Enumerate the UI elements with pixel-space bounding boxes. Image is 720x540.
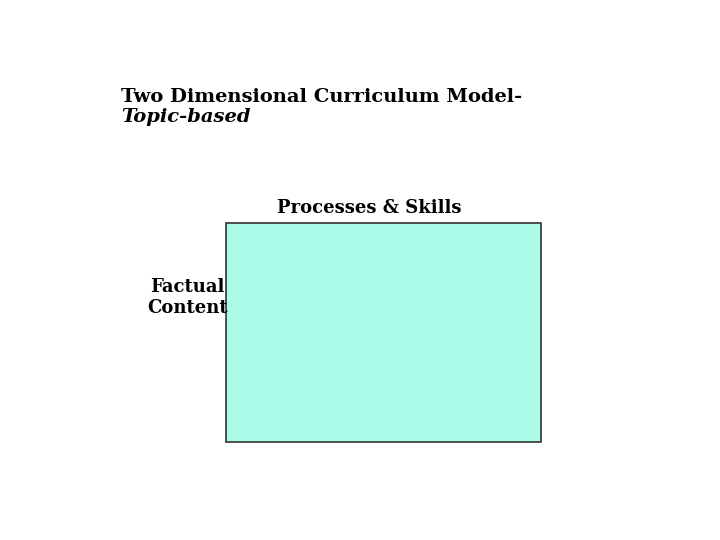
- Text: Factual
Content: Factual Content: [148, 278, 228, 317]
- Text: Processes & Skills: Processes & Skills: [276, 199, 462, 217]
- Bar: [225, 222, 541, 442]
- Text: Two Dimensional Curriculum Model-: Two Dimensional Curriculum Model-: [121, 87, 522, 106]
- Text: Topic-based: Topic-based: [121, 109, 250, 126]
